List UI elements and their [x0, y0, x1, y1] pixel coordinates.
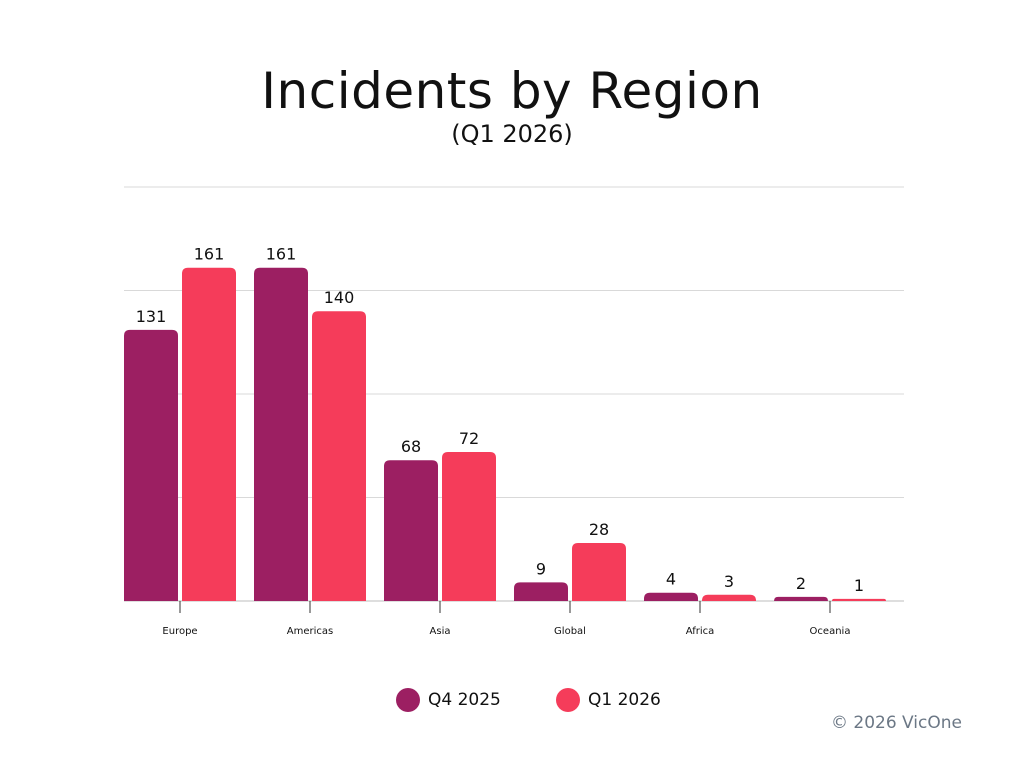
- bar-oceania-q1-2026: [832, 598, 886, 601]
- legend: Q4 2025 Q1 2026: [0, 688, 1024, 718]
- bar-oceania-q4-2025: [774, 596, 828, 601]
- chart-subtitle: (Q1 2026): [451, 120, 573, 148]
- data-label: 72: [459, 429, 479, 448]
- legend-item-q1-2026: Q1 2026: [556, 688, 661, 712]
- data-label: 1: [854, 576, 864, 595]
- legend-label-q4-2025: Q4 2025: [428, 690, 501, 710]
- x-tick-label: Global: [554, 626, 586, 637]
- legend-swatch-q4-2025: [396, 688, 420, 712]
- bar-asia-q4-2025: [384, 460, 438, 601]
- data-label: 131: [136, 307, 167, 326]
- data-label: 9: [536, 559, 546, 578]
- data-label: 3: [724, 572, 734, 591]
- bar-americas-q1-2026: [312, 311, 366, 601]
- copyright-text: © 2026 VicOne: [830, 713, 962, 733]
- data-label: 161: [266, 245, 297, 264]
- x-tick-label: Americas: [287, 626, 333, 637]
- plot-area: 131 161 Europe 161 140 Americas 68 72 Asia 9 28 Glo…: [124, 186, 904, 637]
- bar-europe-q1-2026: [182, 267, 236, 601]
- data-label: 4: [666, 570, 676, 589]
- bar-americas-q4-2025: [254, 267, 308, 601]
- data-label: 28: [589, 520, 609, 539]
- chart-title: Incidents by Region: [261, 62, 763, 120]
- bar-asia-q1-2026: [442, 451, 496, 601]
- x-tick-label: Europe: [162, 626, 197, 637]
- legend-item-q4-2025: Q4 2025: [396, 688, 501, 712]
- data-label: 68: [401, 437, 421, 456]
- bar-global-q1-2026: [572, 543, 626, 601]
- x-tick-label: Africa: [686, 626, 715, 637]
- data-label: 140: [324, 288, 355, 307]
- data-label: 161: [194, 245, 225, 264]
- bar-africa-q1-2026: [702, 594, 756, 601]
- x-tick-label: Oceania: [810, 626, 851, 637]
- bar-global-q4-2025: [514, 582, 568, 601]
- bar-europe-q4-2025: [124, 329, 178, 601]
- bar-africa-q4-2025: [644, 592, 698, 601]
- legend-label-q1-2026: Q1 2026: [588, 690, 661, 710]
- x-tick-label: Asia: [430, 626, 451, 637]
- data-label: 2: [796, 574, 806, 593]
- legend-swatch-q1-2026: [556, 688, 580, 712]
